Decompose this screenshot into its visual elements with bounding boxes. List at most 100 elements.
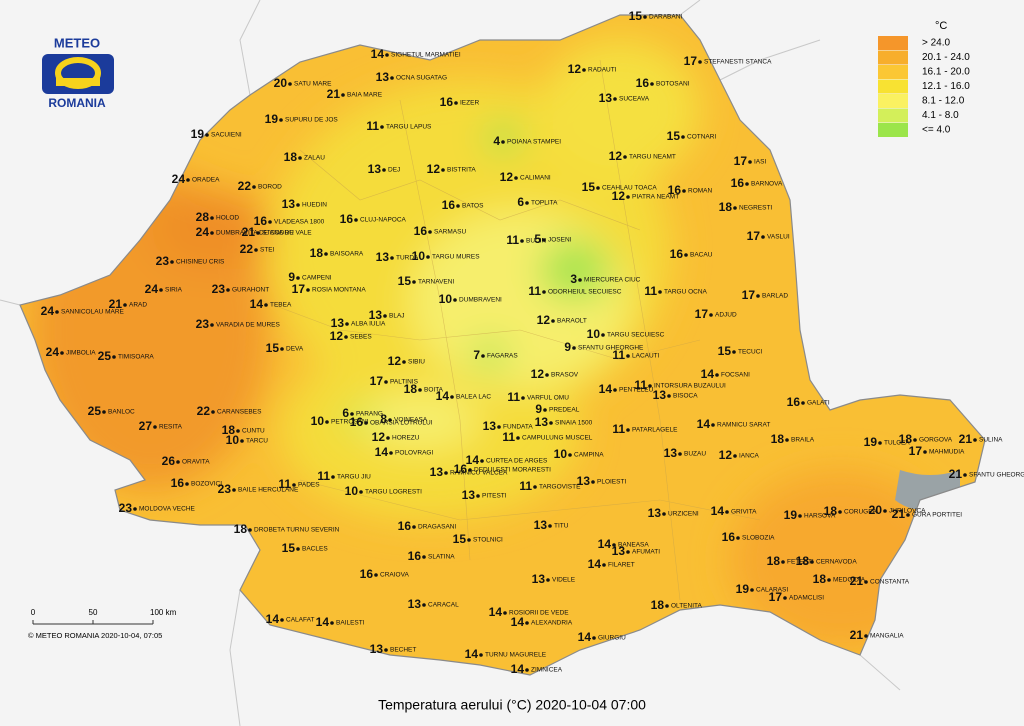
- station-dot: [112, 355, 116, 359]
- map-title: Temperatura aerului (°C) 2020-10-04 07:0…: [378, 697, 646, 713]
- station-name: TARGU SECUIESC: [607, 332, 665, 339]
- station: 16 CRAIOVA: [360, 567, 410, 581]
- station-dot: [520, 239, 524, 243]
- station-name: SEBES: [350, 334, 372, 341]
- station-name: PETROSANI: [331, 419, 369, 426]
- station-dot: [810, 560, 814, 564]
- station-name: CAMPENI: [302, 275, 332, 282]
- station-name: TARGU OCNA: [664, 289, 708, 296]
- station-value: 4: [493, 134, 500, 148]
- station-name: BAILE HERCULANE: [238, 487, 299, 494]
- station: 24 DUMBRAVITA DE CODRU: [196, 225, 294, 239]
- station-name: VASLUI: [767, 234, 790, 241]
- station: 11 ODORHEIUL SECUIESC: [528, 284, 621, 298]
- station-name: BRAILA: [791, 437, 815, 444]
- station: 16 SARMASU: [414, 224, 467, 238]
- station-dot: [444, 471, 448, 475]
- station-value: 11: [502, 430, 515, 444]
- station: 17 IASI: [734, 154, 767, 168]
- station-value: 23: [119, 501, 133, 515]
- station-name: BUCIN: [526, 238, 547, 245]
- station: 18 OLTENITA: [651, 598, 703, 612]
- station-name: PARANG: [356, 411, 383, 418]
- station-dot: [756, 294, 760, 298]
- station-dot: [159, 288, 163, 292]
- station-name: MEDGIDIA: [833, 577, 866, 584]
- station-name: CALARASI: [756, 587, 788, 594]
- station: 6 PARANG: [342, 406, 383, 420]
- station-value: 15: [282, 541, 296, 555]
- station-value: 10: [345, 484, 359, 498]
- station-value: 13: [376, 70, 390, 84]
- station: 4 POIANA STAMPEI: [493, 134, 561, 148]
- station-dot: [596, 186, 600, 190]
- station-name: INTORSURA BUZAULUI: [654, 383, 726, 390]
- station: 17 ADJUD: [695, 307, 737, 321]
- station-value: 23: [156, 254, 170, 268]
- station-name: GALATI: [807, 400, 830, 407]
- station-name: DUMBRAVITA DE CODRU: [216, 230, 294, 237]
- station: 16 SLATINA: [408, 549, 456, 563]
- station-name: SARMASU: [434, 229, 466, 236]
- station-name: BISTRITA: [447, 167, 476, 174]
- legend-label: 16.1 - 20.0: [922, 67, 970, 78]
- station-dot: [963, 473, 967, 477]
- station-dot: [240, 439, 244, 443]
- station: 18 BAISOARA: [310, 246, 364, 260]
- station: 18 FETESTI: [767, 554, 814, 568]
- station-value: 17: [734, 154, 748, 168]
- station: 24 SIRIA: [145, 282, 183, 296]
- station: 13 PLOIESTI: [577, 474, 627, 488]
- station: 13 VIDELE: [532, 572, 576, 586]
- station-value: 14: [588, 557, 602, 571]
- station-name: SANNICOLAU MARE: [61, 309, 125, 316]
- station-dot: [525, 621, 529, 625]
- station-name: MAHMUDIA: [929, 449, 965, 456]
- station: 13 TITU: [534, 518, 569, 532]
- station-value: 13: [368, 162, 382, 176]
- station-value: 19: [191, 127, 205, 141]
- station: 14 TURNU MAGURELE: [465, 647, 547, 661]
- station: 16 CLUJ-NAPOCA: [340, 212, 407, 226]
- station-name: POLOVRAGI: [395, 450, 433, 457]
- station: 15 TECUCI: [718, 344, 763, 358]
- station-dot: [542, 238, 546, 242]
- station-value: 14: [436, 389, 450, 403]
- station-name: SIRIA: [165, 287, 183, 294]
- station-name: CEAHLAU TOACA: [602, 185, 657, 192]
- legend-label: > 24.0: [922, 38, 951, 49]
- station: 18 BOITA: [404, 382, 444, 396]
- station-name: URZICENI: [668, 511, 699, 518]
- station-value: 21: [109, 297, 123, 311]
- station-dot: [390, 256, 394, 260]
- station-value: 14: [598, 537, 612, 551]
- station-name: SFANTU GHEORGHE: [578, 345, 644, 352]
- station-name: IASI: [754, 159, 766, 166]
- station: 11 LACAUTI: [612, 348, 659, 362]
- station-name: JIMBOLIA: [66, 350, 96, 357]
- station-value: 12: [609, 149, 623, 163]
- station-dot: [715, 373, 719, 377]
- station-value: 3: [570, 272, 577, 286]
- station: 12 TARGU NEAMT: [609, 149, 676, 163]
- legend-swatch: [878, 123, 908, 137]
- station-name: ARAD: [129, 302, 147, 309]
- station-name: BOZOVICI: [191, 481, 222, 488]
- station-name: DEJ: [388, 167, 400, 174]
- station: 16 BOTOSANI: [636, 76, 690, 90]
- station-name: PATARLAGELE: [632, 427, 678, 434]
- station-value: 13: [331, 316, 345, 330]
- station-name: PREDEAL: [549, 407, 580, 414]
- station: 14 GIURGIU: [578, 630, 626, 644]
- station: 13 PITESTI: [462, 488, 507, 502]
- station: 15 DARABANI: [629, 9, 683, 23]
- station-dot: [298, 156, 302, 160]
- station-name: CAMPULUNG MUSCEL: [522, 435, 593, 442]
- station-name: BUZAU: [684, 451, 706, 458]
- station-name: BARLAD: [762, 293, 788, 300]
- station-dot: [525, 668, 529, 672]
- station-dot: [827, 578, 831, 582]
- station: 21 CONSTANTA: [850, 574, 910, 588]
- station-name: ADJUD: [715, 312, 737, 319]
- station-value: 14: [697, 417, 711, 431]
